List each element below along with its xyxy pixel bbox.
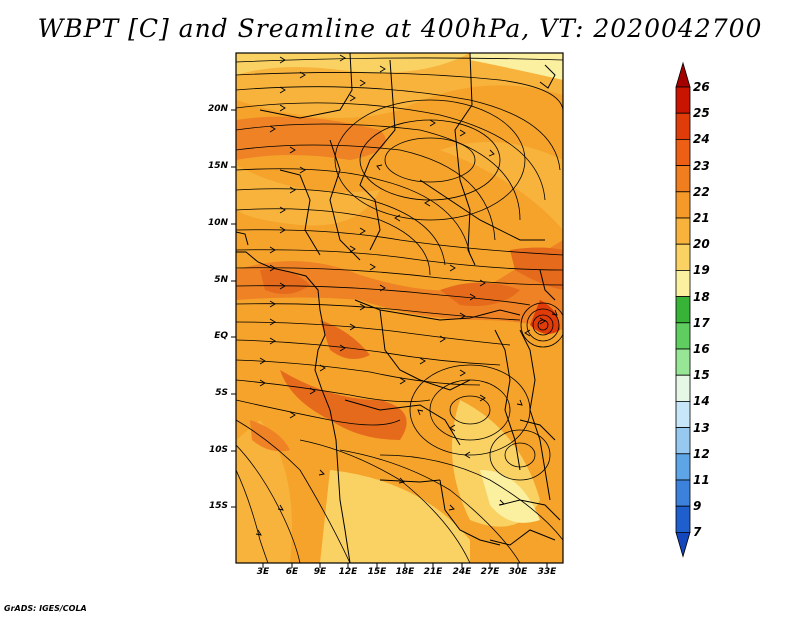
colorbar-segment <box>675 138 691 166</box>
colorbar-label: 7 <box>693 525 702 540</box>
colorbar-label: 19 <box>693 263 710 278</box>
colorbar-top-triangle <box>675 61 691 88</box>
lat-label-5s: 5S <box>215 388 228 398</box>
colorbar-segment <box>675 191 691 219</box>
country-borders <box>236 53 561 563</box>
lon-label-15e: 15E <box>367 567 387 577</box>
colorbar-segment <box>675 400 691 428</box>
lon-label-27e: 27E <box>480 567 500 577</box>
colorbar-label: 26 <box>693 80 710 94</box>
colorbar <box>675 61 691 558</box>
colorbar-segment <box>675 322 691 350</box>
colorbar-segment <box>675 269 691 297</box>
colorbar-segment <box>675 505 691 533</box>
lon-label-3e: 3E <box>256 567 270 577</box>
lat-label-10n: 10N <box>207 218 228 228</box>
lat-label-15n: 15N <box>207 161 228 171</box>
lat-label-5n: 5N <box>214 275 228 285</box>
colorbar-label: 21 <box>693 211 710 225</box>
lon-label-9e: 9E <box>313 567 327 577</box>
colorbar-label: 23 <box>693 158 710 173</box>
colorbar-segment <box>675 112 691 140</box>
lon-label-21e: 21E <box>423 567 443 577</box>
colorbar-label: 9 <box>693 499 702 514</box>
lon-label-6e: 6E <box>285 567 299 577</box>
colorbar-segment <box>675 348 691 376</box>
colorbar-label: 17 <box>693 315 710 330</box>
colorbar-bottom-triangle <box>675 532 691 558</box>
lat-ticks <box>231 109 236 508</box>
chart-title: WBPT [C] and Sreamline at 400hPa, VT: 20… <box>37 14 763 43</box>
grads-credit: GrADS: IGES/COLA <box>4 604 87 613</box>
lat-label-20n: 20N <box>207 104 228 114</box>
colorbar-label: 24 <box>693 132 710 147</box>
lon-label-18e: 18E <box>395 567 415 577</box>
lat-label-10s: 10S <box>208 445 228 455</box>
lon-label-24e: 24E <box>452 567 472 577</box>
lon-label-12e: 12E <box>338 567 358 577</box>
colorbar-label: 22 <box>693 184 710 199</box>
colorbar-label: 20 <box>693 237 710 252</box>
colorbar-segment <box>675 427 691 455</box>
colorbar-segment <box>675 374 691 402</box>
map-frame <box>235 52 564 564</box>
lat-label-eq: EQ <box>214 331 228 341</box>
colorbar-label: 13 <box>693 420 710 435</box>
lon-label-33e: 33E <box>537 567 557 577</box>
colorbar-segment <box>675 217 691 245</box>
colorbar-label: 11 <box>693 473 710 487</box>
colorbar-segment <box>675 296 691 324</box>
colorbar-segment <box>675 86 691 114</box>
wbpt-field <box>236 53 563 563</box>
streamlines <box>236 57 563 563</box>
lon-label-30e: 30E <box>508 567 528 577</box>
colorbar-label: 14 <box>693 394 710 409</box>
lon-ticks <box>262 563 548 568</box>
colorbar-label: 16 <box>693 342 710 356</box>
colorbar-label: 25 <box>693 106 710 121</box>
colorbar-segment <box>675 165 691 193</box>
colorbar-segment <box>675 243 691 271</box>
lat-label-15s: 15S <box>208 501 228 511</box>
colorbar-segment <box>675 453 691 481</box>
colorbar-label: 15 <box>693 368 710 383</box>
colorbar-label: 18 <box>693 289 710 304</box>
colorbar-label: 12 <box>693 446 710 461</box>
colorbar-segment <box>675 479 691 507</box>
